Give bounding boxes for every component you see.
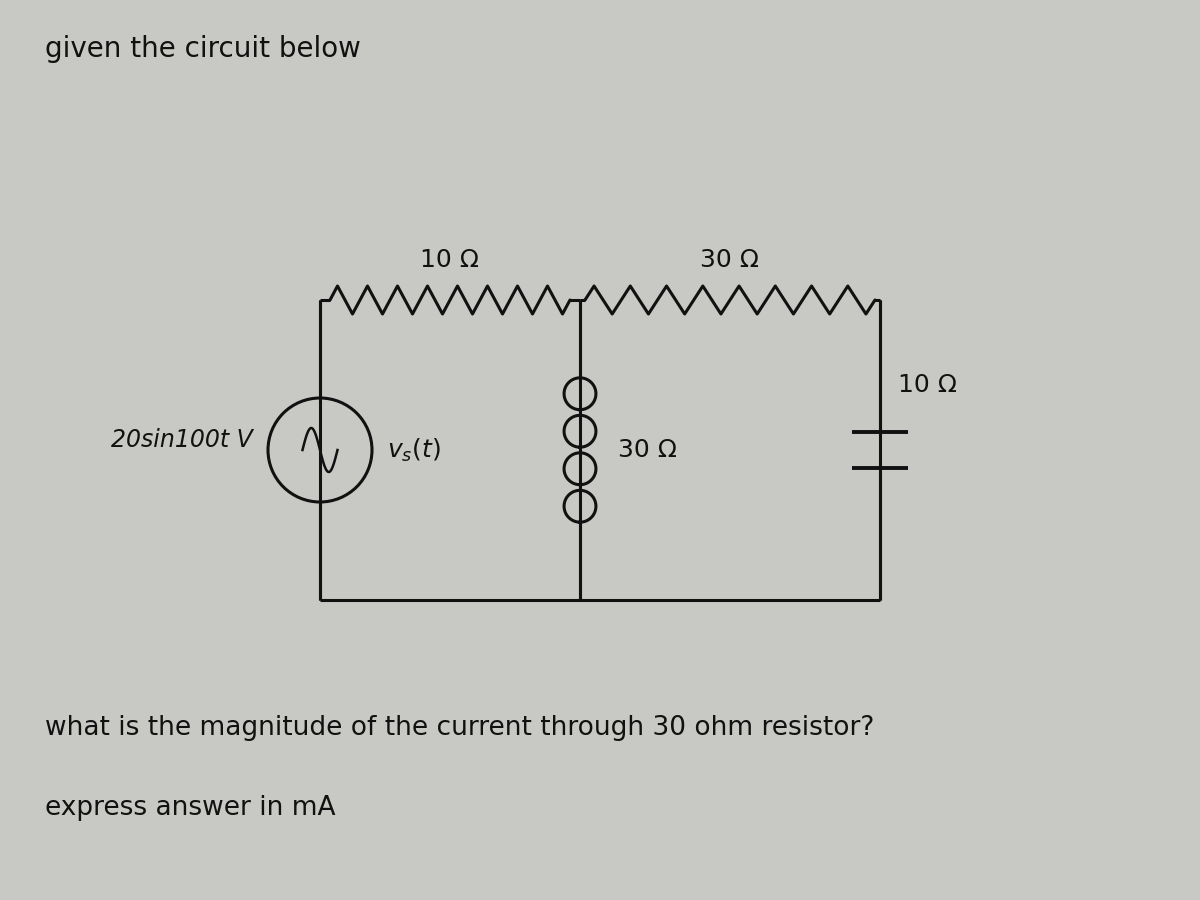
Text: 10 Ω: 10 Ω xyxy=(898,373,958,397)
Text: express answer in mA: express answer in mA xyxy=(46,795,336,821)
Text: 10 Ω: 10 Ω xyxy=(420,248,480,272)
Text: given the circuit below: given the circuit below xyxy=(46,35,361,63)
Text: $v_s(t)$: $v_s(t)$ xyxy=(386,436,440,464)
Text: 30 Ω: 30 Ω xyxy=(618,438,677,462)
Text: 30 Ω: 30 Ω xyxy=(701,248,760,272)
Text: what is the magnitude of the current through 30 ohm resistor?: what is the magnitude of the current thr… xyxy=(46,715,875,741)
Text: 20sin100t V: 20sin100t V xyxy=(112,428,253,452)
